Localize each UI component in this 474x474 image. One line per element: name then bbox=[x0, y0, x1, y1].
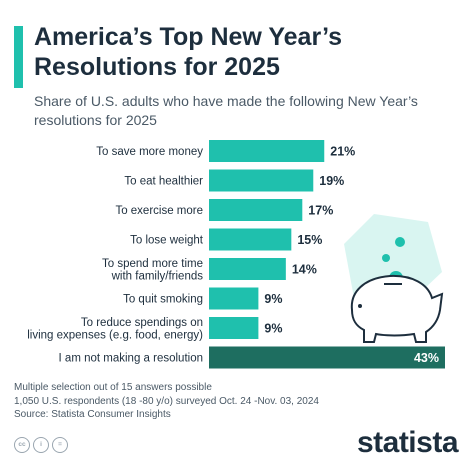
statista-logo[interactable]: statista bbox=[356, 426, 459, 459]
category-label: To lose weight bbox=[130, 235, 204, 247]
value-label: 17% bbox=[308, 204, 333, 218]
footnote-source: Source: Statista Consumer Insights bbox=[14, 409, 171, 420]
cc-icon: cc bbox=[14, 437, 30, 453]
bar bbox=[209, 169, 314, 192]
footnote-note: Multiple selection out of 15 answers pos… bbox=[14, 382, 212, 393]
bar bbox=[209, 228, 292, 251]
coin-icon bbox=[395, 237, 405, 247]
value-label: 9% bbox=[264, 322, 282, 336]
title-accent-bar bbox=[14, 26, 23, 88]
category-label: To eat healthier bbox=[124, 176, 203, 188]
footnote-respondents: 1,050 U.S. respondents (18 -80 y/o) surv… bbox=[14, 395, 319, 407]
creative-commons-license[interactable]: cc i = bbox=[14, 437, 68, 453]
category-label: To reduce spendings on living expenses (e… bbox=[27, 317, 203, 342]
value-label: 21% bbox=[330, 145, 355, 159]
category-label: To exercise more bbox=[115, 205, 203, 217]
value-label: 9% bbox=[264, 292, 282, 306]
bar bbox=[209, 346, 445, 369]
bar bbox=[209, 317, 259, 339]
category-label: To save more money bbox=[96, 146, 203, 158]
value-label: 19% bbox=[319, 174, 344, 188]
chart-title: America’s Top New Year’s Resolutions for… bbox=[34, 23, 343, 81]
bar bbox=[209, 140, 325, 162]
piggy-bank-illustration bbox=[344, 214, 444, 343]
chart-subtitle: Share of U.S. adults who have made the f… bbox=[34, 93, 418, 128]
category-label: I am not making a resolution bbox=[59, 353, 203, 365]
piggy-bank-icon bbox=[350, 274, 444, 343]
bar bbox=[209, 258, 286, 280]
bar bbox=[209, 287, 259, 310]
footnotes: Multiple selection out of 15 answers pos… bbox=[14, 381, 454, 422]
value-label: 15% bbox=[297, 233, 322, 247]
coin-icon bbox=[382, 254, 390, 262]
bar bbox=[209, 199, 303, 221]
equals-icon: = bbox=[52, 437, 68, 453]
category-label: To quit smoking bbox=[123, 294, 203, 306]
value-label: 43% bbox=[414, 351, 439, 365]
by-icon: i bbox=[33, 437, 49, 453]
bar-chart: To save more money 21% To eat healthier 19%… bbox=[27, 140, 445, 369]
category-label: To spend more time with family/friends bbox=[102, 258, 203, 283]
value-label: 14% bbox=[292, 263, 317, 277]
